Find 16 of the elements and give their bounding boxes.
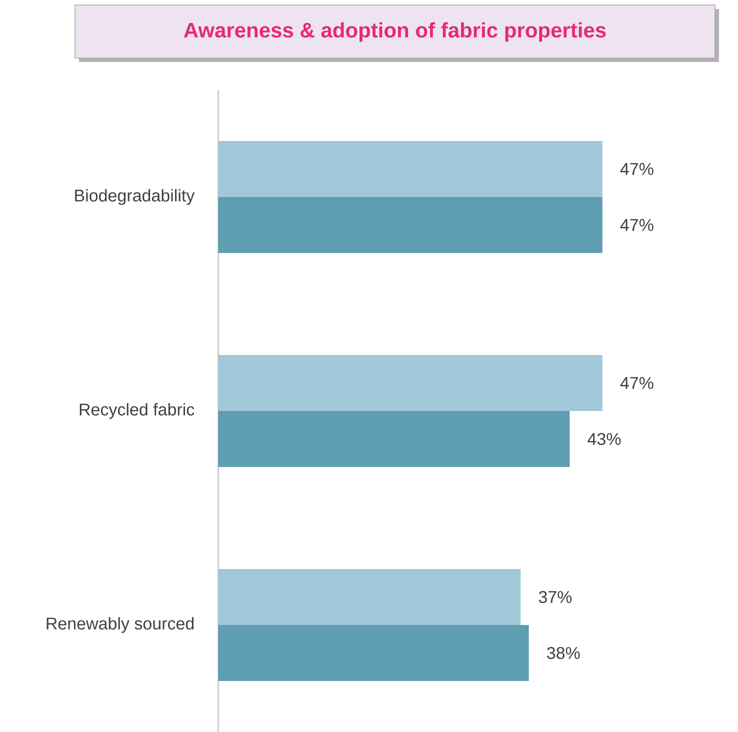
y-tick-label: Recycled fabric: [80, 403, 194, 419]
data-label: 47%: [620, 377, 654, 389]
bar: [218, 355, 602, 412]
y-tick-label: Renewably sourced: [46, 617, 194, 633]
y-tick-label: Biodegradability: [75, 189, 195, 205]
data-label: 47%: [620, 163, 654, 175]
bar: [218, 141, 602, 198]
bar: [218, 197, 602, 254]
chart-title: Awareness & adoption of fabric properties: [184, 22, 606, 42]
bar: [218, 569, 521, 626]
data-label: 47%: [620, 219, 654, 231]
bar: [218, 625, 529, 682]
bar: [218, 411, 570, 468]
data-label: 37%: [538, 590, 572, 604]
data-label: 43%: [588, 432, 621, 446]
data-label: 38%: [547, 646, 580, 660]
